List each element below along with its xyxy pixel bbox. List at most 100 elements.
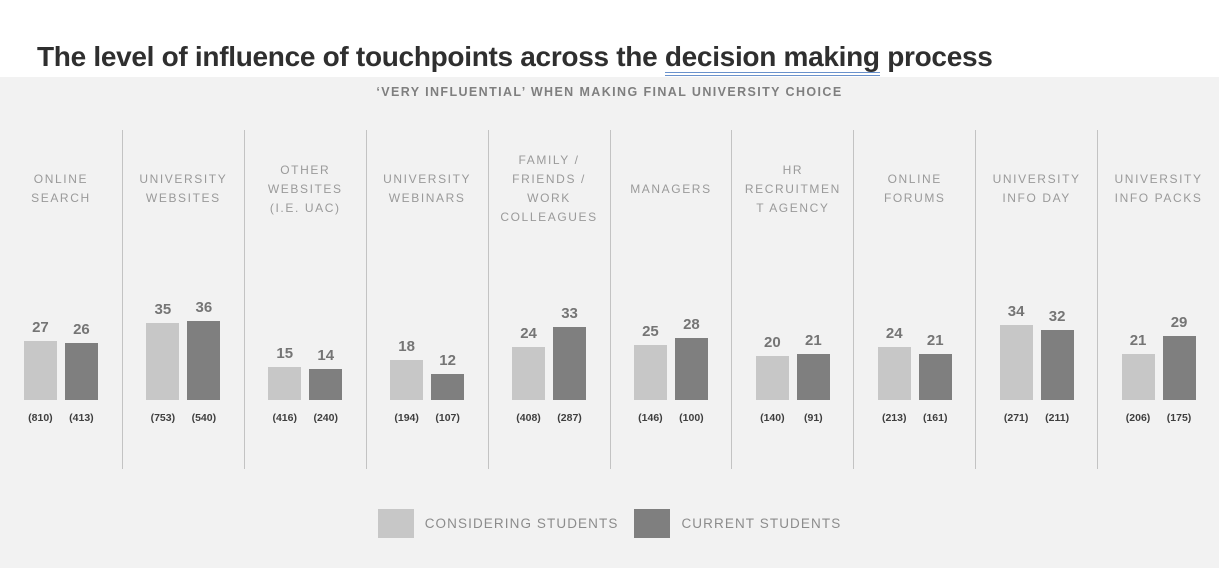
category-column: FAMILY / FRIENDS / WORK COLLEAGUES 24 33 (4… (487, 130, 610, 469)
bar-pair: 34 32 (976, 248, 1097, 400)
bar-considering (999, 325, 1033, 400)
bar-group-considering: 25 (633, 323, 667, 400)
bar-current (1162, 336, 1196, 400)
category-label: HR RECRUITMEN T AGENCY (744, 162, 841, 215)
value-label-considering: 35 (154, 301, 172, 318)
bar-considering (23, 340, 57, 400)
value-label-considering: 24 (885, 325, 903, 343)
category-label: MANAGERS (630, 181, 712, 196)
decision-making-link[interactable]: decision making (664, 40, 880, 76)
bar-group-current: 21 (796, 331, 830, 400)
page-title-prefix: The level of influence of touchpoints ac… (37, 40, 665, 72)
category-label: UNIVERSITY INFO DAY (992, 172, 1081, 205)
category-label: ONLINE SEARCH (31, 172, 91, 205)
value-label-considering: 24 (520, 325, 537, 343)
bar-considering (146, 323, 180, 400)
bar-group-considering: 21 (1121, 332, 1155, 400)
legend-item-current: CURRENT STUDENTS (634, 509, 841, 538)
value-label-current: 14 (317, 347, 335, 365)
category-column: UNIVERSITY INFO PACKS 21 29 (206) (175) (1097, 130, 1219, 469)
bar-pair: 18 12 (367, 248, 488, 400)
bar-group-current: 36 (187, 299, 221, 400)
category-column: UNIVERSITY INFO DAY 34 32 (271) (211) (975, 130, 1097, 469)
bar-group-considering: 20 (755, 334, 789, 400)
value-label-current: 26 (73, 320, 90, 338)
bar-group-considering: 24 (877, 325, 911, 400)
category-column: OTHER WEBSITES (I.E. UAC) 15 14 (416) (240) (243, 130, 366, 469)
bar-current (553, 327, 587, 400)
value-label-current: 32 (1048, 307, 1066, 325)
value-label-current: 21 (805, 331, 822, 349)
category-column: HR RECRUITMEN T AGENCY 20 21 (140) (91) (731, 130, 853, 469)
category-label: OTHER WEBSITES (I.E. UAC) (267, 162, 343, 215)
sample-size-row: (146) (100) (611, 412, 732, 424)
sample-size-current: (107) (435, 412, 460, 424)
sample-size-considering: (194) (394, 412, 419, 424)
value-label-current: 29 (1170, 314, 1188, 332)
bar-considering (268, 367, 302, 400)
bar-group-current: 14 (309, 347, 343, 400)
bar-current (918, 353, 952, 400)
bar-group-considering: 24 (512, 325, 546, 400)
chart-subtitle: ‘VERY INFLUENTIAL’ WHEN MAKING FINAL UNI… (376, 85, 843, 99)
sample-size-row: (408) (287) (489, 412, 610, 424)
bar-considering (755, 356, 789, 400)
sample-size-current: (100) (679, 412, 704, 424)
sample-size-row: (194) (107) (367, 412, 488, 424)
bar-pair: 24 33 (489, 248, 610, 400)
current-swatch-icon (634, 509, 671, 538)
bar-considering (633, 345, 667, 400)
sample-size-row: (271) (211) (976, 412, 1097, 424)
sample-size-row: (753) (540) (123, 412, 244, 424)
category-label: FAMILY / FRIENDS / WORK COLLEAGUES (500, 153, 598, 224)
sample-size-row: (140) (91) (732, 412, 853, 424)
sample-size-current: (287) (557, 412, 582, 424)
sample-size-row: (213) (161) (854, 412, 975, 424)
sample-size-considering: (206) (1125, 412, 1151, 424)
chart-panel: ‘VERY INFLUENTIAL’ WHEN MAKING FINAL UNI… (0, 77, 1219, 568)
category-label: ONLINE FORUMS (883, 172, 946, 205)
bar-current (431, 373, 465, 400)
category-column: ONLINE FORUMS 24 21 (213) (161) (853, 130, 975, 469)
bar-pair: 21 29 (1098, 248, 1219, 400)
value-label-current: 33 (561, 305, 578, 323)
value-label-considering: 25 (642, 323, 659, 340)
bar-group-considering: 15 (268, 345, 302, 400)
category-label: UNIVERSITY INFO PACKS (1114, 172, 1203, 205)
page-title-suffix: process (879, 40, 993, 72)
bar-group-current: 33 (553, 305, 587, 400)
sample-size-considering: (753) (150, 412, 176, 424)
bar-pair: 35 36 (123, 248, 244, 400)
bar-considering (1121, 353, 1155, 400)
sample-size-current: (211) (1045, 412, 1070, 424)
sample-size-row: (416) (240) (245, 412, 366, 424)
bar-pair: 20 21 (732, 248, 853, 400)
sample-size-current: (175) (1166, 412, 1192, 424)
value-label-considering: 15 (276, 345, 294, 362)
bar-group-considering: 27 (23, 319, 57, 400)
bar-current (187, 320, 221, 400)
category-label: UNIVERSITY WEBINARS (383, 172, 472, 205)
category-column: UNIVERSITY WEBINARS 18 12 (194) (107) (365, 130, 488, 469)
sample-size-current: (413) (69, 412, 94, 424)
sample-size-considering: (810) (28, 412, 53, 424)
bar-group-current: 12 (431, 352, 465, 400)
value-label-current: 28 (683, 316, 700, 334)
considering-swatch-icon (377, 509, 414, 538)
sample-size-considering: (271) (1003, 412, 1029, 424)
bar-group-current: 29 (1162, 314, 1196, 400)
sample-size-considering: (146) (638, 412, 663, 424)
bar-current (1040, 329, 1074, 400)
bar-group-current: 28 (674, 316, 708, 400)
bar-current (674, 338, 708, 400)
sample-size-current: (240) (313, 412, 338, 424)
bar-current (309, 369, 343, 400)
legend-label-considering: CONSIDERING STUDENTS (424, 516, 619, 531)
bar-pair: 27 26 (0, 248, 122, 400)
bar-group-current: 21 (918, 332, 952, 400)
legend-label-current: CURRENT STUDENTS (681, 516, 842, 531)
category-column: MANAGERS 25 28 (146) (100) (609, 130, 732, 469)
sample-size-considering: (408) (516, 412, 541, 424)
sample-size-considering: (416) (272, 412, 297, 424)
value-label-considering: 34 (1007, 303, 1025, 321)
